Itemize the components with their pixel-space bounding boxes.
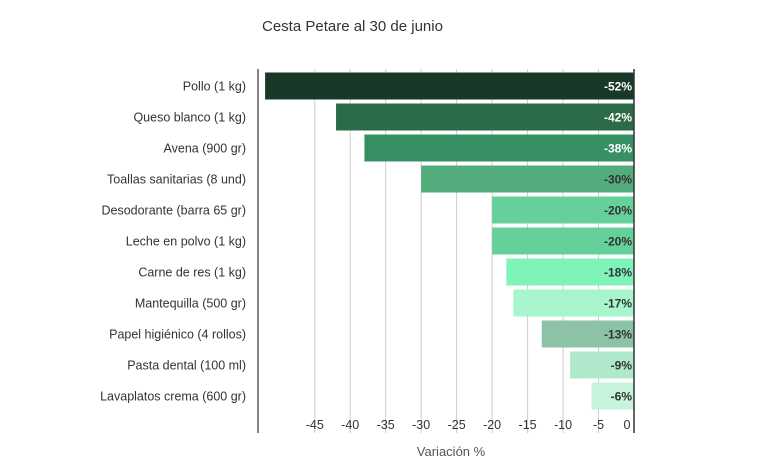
category-label: Leche en polvo (1 kg) <box>126 235 246 249</box>
data-label: -17% <box>604 297 632 311</box>
bars <box>265 72 634 410</box>
data-label: -13% <box>604 328 632 342</box>
x-tick-label: -5 <box>593 418 604 432</box>
bar <box>492 227 634 255</box>
data-label: -9% <box>611 359 633 373</box>
x-tick-label: -20 <box>483 418 501 432</box>
bar <box>513 289 634 317</box>
data-label: -38% <box>604 142 632 156</box>
category-label: Papel higiénico (4 rollos) <box>109 328 246 342</box>
x-tick-label: -10 <box>554 418 572 432</box>
x-tick-label: -30 <box>412 418 430 432</box>
bar <box>591 382 634 410</box>
category-label: Queso blanco (1 kg) <box>133 111 246 125</box>
x-tick-labels: -45 -40 -35 -30 -25 -20 -15 -10 -5 0 <box>306 418 631 432</box>
category-label: Toallas sanitarias (8 und) <box>107 173 246 187</box>
bar <box>570 351 634 379</box>
category-label: Pollo (1 kg) <box>183 80 246 94</box>
bar <box>265 72 634 100</box>
data-label: -20% <box>604 204 632 218</box>
data-label: -42% <box>604 111 632 125</box>
bar <box>506 258 634 286</box>
x-axis-title: Variación % <box>417 444 486 459</box>
bar <box>336 103 634 131</box>
bar <box>421 165 634 193</box>
data-label: -20% <box>604 235 632 249</box>
x-tick-label: -15 <box>519 418 537 432</box>
data-label: -30% <box>604 173 632 187</box>
bar <box>364 134 634 162</box>
category-label: Lavaplatos crema (600 gr) <box>100 390 246 404</box>
category-label: Desodorante (barra 65 gr) <box>101 204 246 218</box>
data-label: -6% <box>611 390 633 404</box>
chart-title: Cesta Petare al 30 de junio <box>262 18 443 35</box>
x-tick-label: -45 <box>306 418 324 432</box>
category-label: Pasta dental (100 ml) <box>127 359 246 373</box>
x-tick-label: -35 <box>377 418 395 432</box>
data-label: -18% <box>604 266 632 280</box>
x-tick-label: 0 <box>624 418 631 432</box>
bar <box>541 320 634 348</box>
category-label: Carne de res (1 kg) <box>138 266 246 280</box>
x-tick-label: -25 <box>448 418 466 432</box>
data-label: -52% <box>604 80 632 94</box>
category-labels: Pollo (1 kg) Queso blanco (1 kg) Avena (90… <box>100 80 246 404</box>
x-tick-label: -40 <box>341 418 359 432</box>
category-label: Avena (900 gr) <box>164 142 246 156</box>
data-labels: -52% -42% -38% -30% -20% -20% -18% -17% -13% -9% -… <box>604 80 632 404</box>
bar <box>492 196 634 224</box>
category-label: Mantequilla (500 gr) <box>135 297 246 311</box>
